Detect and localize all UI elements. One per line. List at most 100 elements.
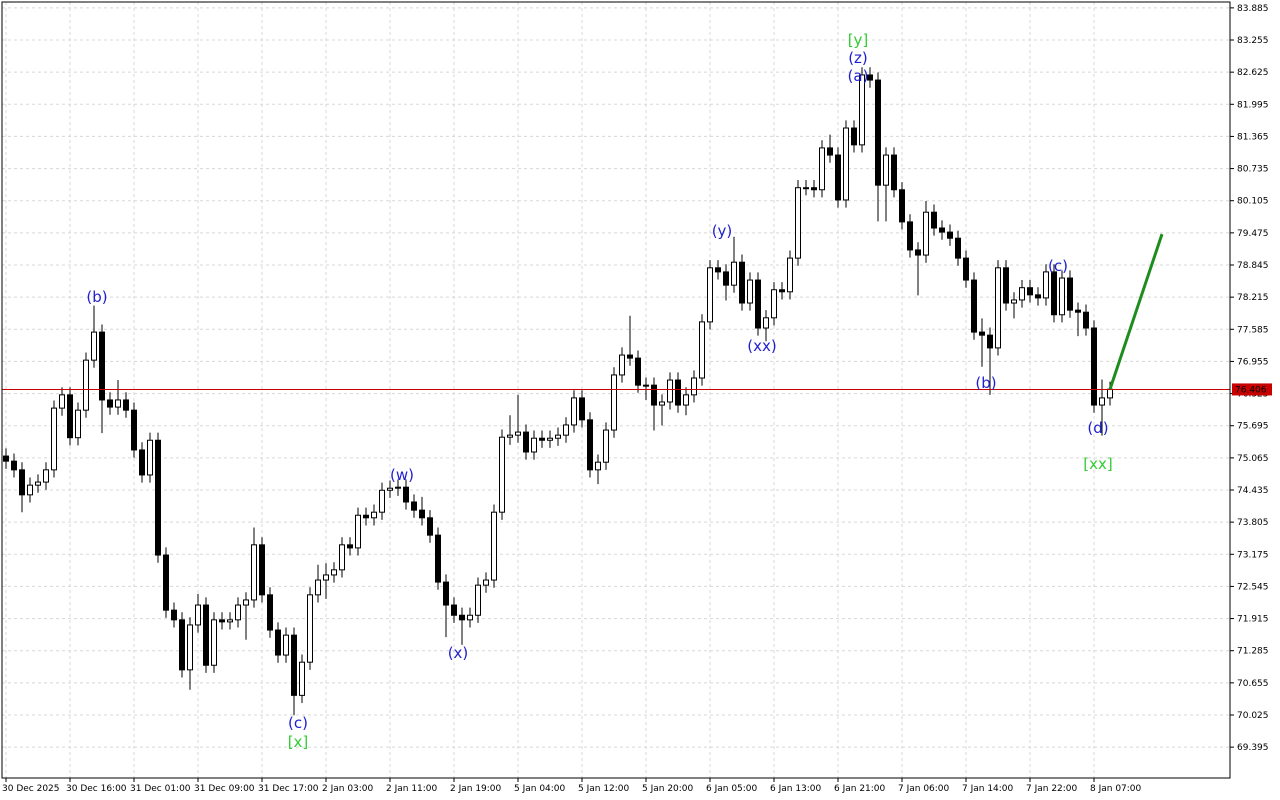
y-tick-label: 75.065 bbox=[1237, 454, 1269, 464]
wave-label: (b) bbox=[975, 374, 996, 392]
candle-body bbox=[723, 271, 729, 286]
x-tick-label: 30 Dec 2025 bbox=[2, 784, 60, 794]
candle-body bbox=[427, 517, 433, 536]
candle-body bbox=[539, 437, 545, 441]
candle-body bbox=[355, 514, 361, 549]
x-tick-label: 7 Jan 14:00 bbox=[962, 784, 1014, 794]
candle-body bbox=[483, 579, 489, 586]
y-tick-label: 82.625 bbox=[1237, 68, 1269, 78]
y-tick-label: 80.105 bbox=[1237, 197, 1269, 207]
candle-body bbox=[1035, 294, 1041, 299]
candle-body bbox=[851, 127, 857, 146]
wave-label: (a) bbox=[848, 67, 869, 85]
candle-body bbox=[299, 661, 305, 696]
plot-frame bbox=[1, 1, 1231, 779]
candle-body bbox=[443, 581, 449, 606]
y-tick-label: 72.545 bbox=[1237, 582, 1269, 592]
candle-body bbox=[403, 486, 409, 503]
candle-body bbox=[891, 154, 897, 191]
candle-body bbox=[907, 221, 913, 251]
candle-body bbox=[587, 419, 593, 471]
candle-body bbox=[395, 486, 401, 489]
candle-body bbox=[731, 261, 737, 286]
candle-body bbox=[387, 487, 393, 491]
candle-body bbox=[763, 317, 769, 329]
candle-body bbox=[379, 489, 385, 513]
candle-body bbox=[899, 189, 905, 223]
candle-body bbox=[715, 267, 721, 273]
candle-body bbox=[931, 211, 937, 229]
y-tick-label: 78.215 bbox=[1237, 293, 1269, 303]
y-tick-label: 69.395 bbox=[1237, 743, 1269, 753]
candle-body bbox=[1027, 287, 1033, 296]
candle-body bbox=[883, 154, 889, 186]
candle-body bbox=[651, 384, 657, 406]
candle-body bbox=[555, 434, 561, 439]
candle-body bbox=[19, 469, 25, 496]
y-tick-label: 74.435 bbox=[1237, 486, 1269, 496]
candle-body bbox=[523, 431, 529, 453]
candle-body bbox=[131, 409, 137, 451]
candle-body bbox=[579, 397, 585, 421]
candle-body bbox=[283, 634, 289, 656]
candle-body bbox=[51, 407, 57, 471]
candle-body bbox=[459, 614, 465, 621]
wave-label: (w) bbox=[390, 466, 414, 484]
candle-body bbox=[643, 384, 649, 387]
y-tick-label: 83.885 bbox=[1237, 4, 1269, 14]
candle-body bbox=[819, 147, 825, 191]
candle-body bbox=[787, 257, 793, 293]
candle-body bbox=[1011, 299, 1017, 304]
y-tick-label: 73.805 bbox=[1237, 518, 1269, 528]
candle-body bbox=[75, 409, 81, 439]
candle-body bbox=[923, 211, 929, 256]
candle-body bbox=[123, 399, 129, 411]
candle-body bbox=[667, 379, 673, 403]
candle-body bbox=[27, 484, 33, 496]
candle-body bbox=[339, 544, 345, 571]
overlay: 76.406[y](z)(a)(b)(c)[x](w)(x)(y)(xx)(b)… bbox=[2, 31, 1272, 751]
candle-body bbox=[163, 554, 169, 611]
candle-body bbox=[515, 431, 521, 436]
candle-body bbox=[659, 401, 665, 406]
x-tick-label: 8 Jan 07:00 bbox=[1090, 784, 1142, 794]
candle-body bbox=[267, 594, 273, 631]
candle-body bbox=[1003, 267, 1009, 304]
candle-body bbox=[755, 279, 761, 329]
candle-body bbox=[1067, 277, 1073, 311]
candle-body bbox=[963, 257, 969, 281]
y-tick-label: 75.695 bbox=[1237, 422, 1269, 432]
candle-body bbox=[563, 424, 569, 436]
candle-body bbox=[867, 74, 873, 81]
candle-body bbox=[1043, 271, 1049, 299]
forecast-line bbox=[1108, 233, 1164, 390]
y-tick-label: 71.285 bbox=[1237, 647, 1269, 657]
candle-body bbox=[411, 501, 417, 511]
candle-body bbox=[1091, 327, 1097, 406]
candle-body bbox=[939, 227, 945, 233]
candle-body bbox=[363, 514, 369, 519]
y-tick-label: 79.475 bbox=[1237, 229, 1269, 239]
x-tick-label: 2 Jan 11:00 bbox=[386, 784, 438, 794]
candle-body bbox=[155, 439, 161, 556]
candle-body bbox=[235, 604, 241, 621]
x-tick-label: 5 Jan 04:00 bbox=[514, 784, 566, 794]
candle-body bbox=[635, 357, 641, 386]
y-tick-label: 76.955 bbox=[1237, 357, 1269, 367]
candle-body bbox=[475, 584, 481, 616]
candle-body bbox=[1075, 309, 1081, 313]
x-tick-label: 31 Dec 09:00 bbox=[194, 784, 255, 794]
wave-label: (c) bbox=[1048, 257, 1068, 275]
candle-body bbox=[971, 279, 977, 333]
candle-body bbox=[795, 187, 801, 259]
y-tick-label: 78.845 bbox=[1237, 261, 1269, 271]
candle-body bbox=[947, 231, 953, 239]
candle-body bbox=[11, 460, 17, 471]
x-tick-label: 30 Dec 16:00 bbox=[66, 784, 127, 794]
x-tick-label: 6 Jan 05:00 bbox=[706, 784, 758, 794]
x-tick-label: 31 Dec 01:00 bbox=[130, 784, 191, 794]
candle-body bbox=[491, 511, 497, 581]
candle-body bbox=[875, 79, 881, 186]
candle-body bbox=[435, 534, 441, 583]
